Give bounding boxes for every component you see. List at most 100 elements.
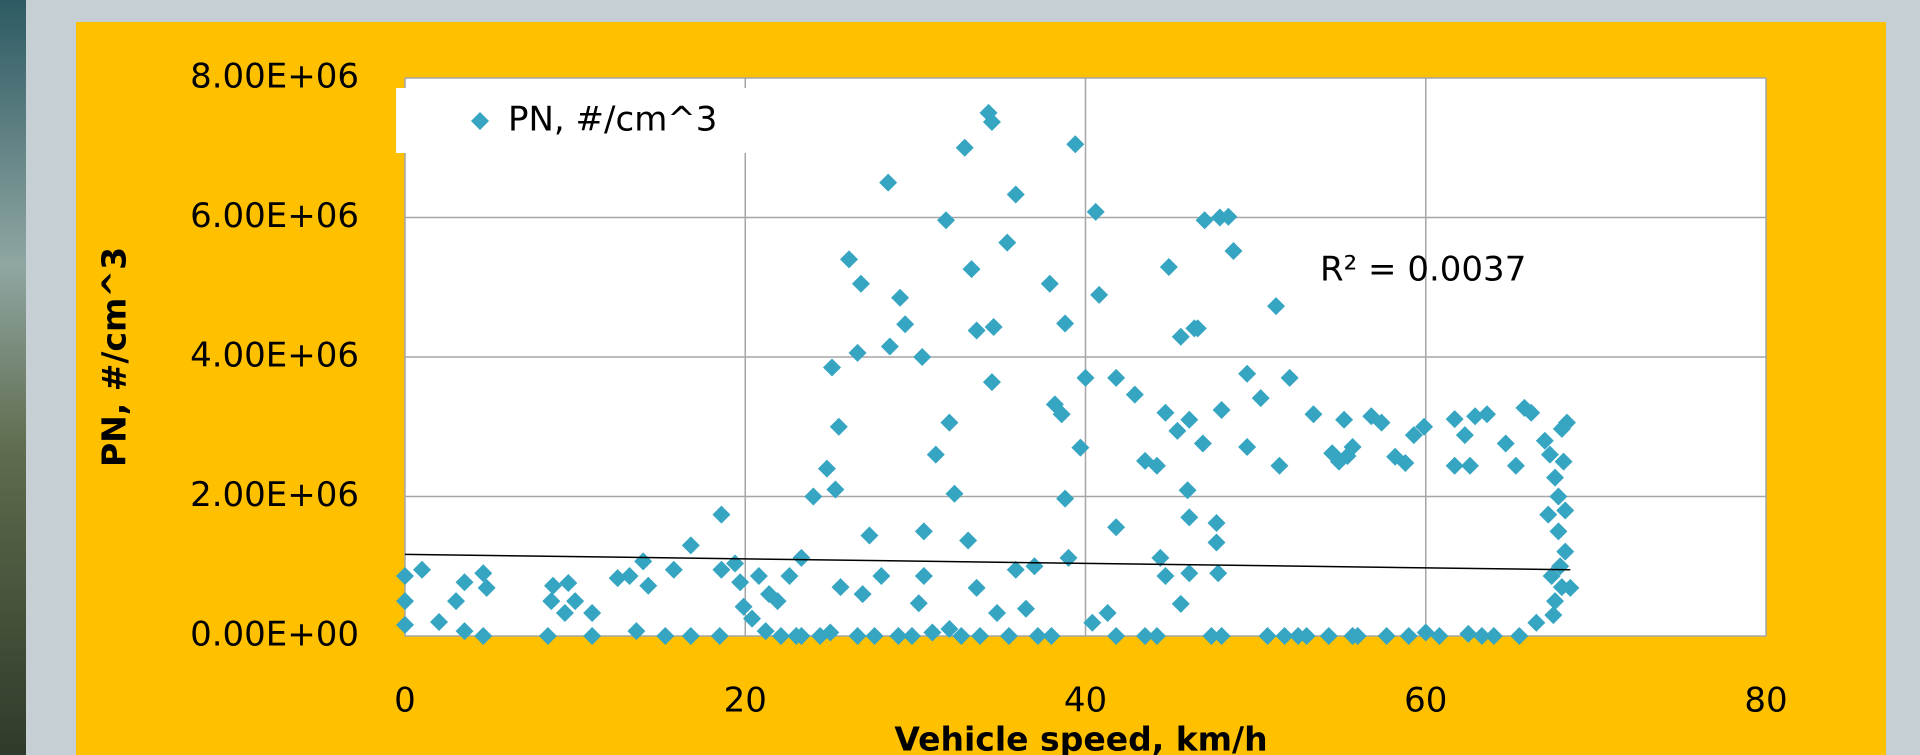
point	[1107, 368, 1126, 387]
point	[1546, 468, 1565, 487]
point	[1025, 557, 1044, 576]
y-axis-title: PN, #/cm^3	[95, 247, 134, 467]
point	[1107, 518, 1126, 537]
point	[396, 567, 414, 586]
point	[1040, 274, 1059, 293]
point	[1219, 207, 1238, 226]
point	[1156, 403, 1175, 422]
point	[1270, 456, 1289, 475]
point	[1251, 389, 1270, 408]
point	[1159, 258, 1178, 277]
background-edge	[0, 0, 26, 755]
point	[872, 567, 891, 586]
point	[710, 627, 729, 645]
point	[1335, 410, 1354, 429]
point	[1280, 368, 1299, 387]
point	[620, 567, 639, 586]
point	[1098, 603, 1117, 622]
point	[1544, 606, 1563, 625]
point	[455, 573, 474, 592]
point	[749, 567, 768, 586]
point	[889, 627, 908, 645]
point	[583, 603, 602, 622]
point	[787, 627, 806, 645]
point	[1052, 405, 1071, 424]
point	[967, 578, 986, 597]
point	[1556, 501, 1575, 520]
x-tick-label: 80	[1744, 681, 1787, 721]
point	[542, 592, 561, 611]
point	[1404, 426, 1423, 445]
point	[1343, 437, 1362, 456]
point	[1506, 456, 1525, 475]
point	[555, 603, 574, 622]
point	[681, 536, 700, 555]
point	[1016, 599, 1035, 618]
point	[712, 560, 731, 579]
point	[1156, 567, 1175, 586]
point	[1107, 627, 1126, 645]
point	[913, 348, 932, 366]
point	[945, 484, 964, 503]
point	[880, 337, 899, 356]
point	[1484, 627, 1503, 645]
x-tick-label: 20	[724, 681, 767, 721]
point	[1455, 426, 1474, 445]
grid	[404, 77, 1767, 637]
point	[936, 211, 955, 230]
point	[1090, 285, 1109, 304]
y-tick-label: 8.00E+06	[190, 57, 359, 97]
x-tick-label: 60	[1404, 681, 1447, 721]
x-tick-label: 0	[394, 681, 416, 721]
point	[914, 567, 933, 586]
point	[474, 627, 493, 645]
point	[1086, 202, 1105, 221]
point	[982, 373, 1001, 392]
point	[1539, 505, 1558, 524]
point	[1151, 548, 1170, 567]
point	[413, 560, 432, 579]
point	[926, 445, 945, 464]
point	[1056, 314, 1075, 333]
point	[1180, 508, 1199, 527]
point	[1510, 627, 1529, 645]
point	[984, 318, 1003, 337]
point	[879, 173, 898, 192]
point	[656, 627, 675, 645]
x-tick-label: 40	[1064, 681, 1107, 721]
point	[1372, 413, 1391, 432]
point	[860, 526, 879, 545]
point	[1557, 413, 1576, 432]
point	[1168, 421, 1187, 440]
point	[1207, 533, 1226, 552]
point	[544, 576, 563, 595]
point	[1445, 456, 1464, 475]
point	[583, 627, 602, 645]
point	[1171, 594, 1190, 613]
legend-label: PN, #/cm^3	[508, 100, 717, 140]
point	[1416, 623, 1435, 642]
y-tick-label: 2.00E+06	[190, 475, 359, 515]
point	[1071, 438, 1090, 457]
point	[1459, 624, 1478, 643]
point	[792, 548, 811, 567]
point	[998, 233, 1017, 252]
point	[771, 627, 790, 645]
point	[1319, 627, 1338, 645]
point	[768, 592, 787, 611]
point	[1006, 185, 1025, 204]
point	[1460, 456, 1479, 475]
point	[1193, 434, 1212, 453]
point	[1297, 627, 1316, 645]
point	[1496, 434, 1515, 453]
legend-marker	[471, 112, 489, 130]
point	[608, 569, 627, 588]
point	[1188, 319, 1207, 338]
point	[1207, 514, 1226, 533]
point	[1125, 385, 1144, 404]
point	[1066, 135, 1085, 154]
point	[756, 622, 775, 641]
point	[1522, 403, 1541, 422]
point	[538, 627, 557, 645]
